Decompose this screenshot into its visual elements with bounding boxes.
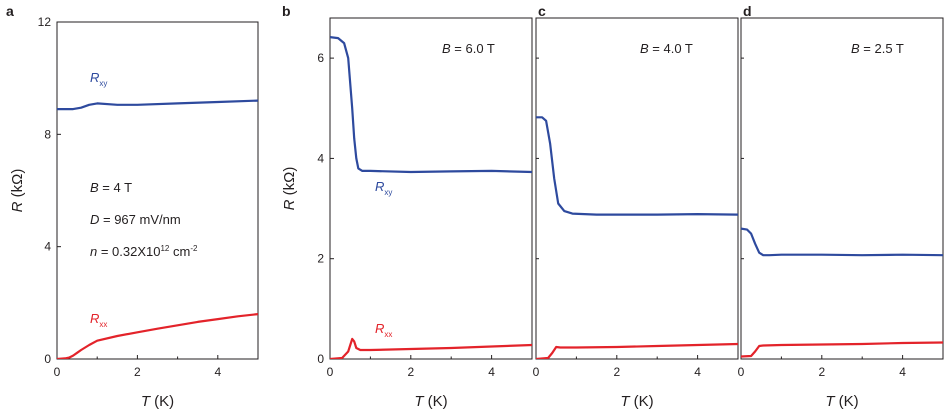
y-tick-label: 8	[44, 127, 51, 141]
y-tick-label: 0	[317, 352, 324, 366]
panel-label-d: d	[743, 3, 752, 19]
x-axis-label: T (K)	[825, 393, 858, 410]
y-axis-label: R (kΩ)	[281, 167, 298, 211]
series-line-rxx	[57, 313, 258, 359]
x-tick-label: 4	[694, 365, 701, 379]
panel-d: d 0 2 4 T (K) B = 2.5 T	[738, 3, 944, 410]
y-tick-label: 4	[317, 151, 324, 165]
x-tick-label: 2	[613, 365, 620, 379]
y-tick-label: 2	[317, 252, 324, 266]
annotation: B = 2.5 T	[851, 41, 904, 56]
panel-b: b 0 2 4 0 2 4 6 R (kΩ) T (K) Rxy Rxx B = 6.0 T	[281, 3, 533, 410]
x-axis-label: T (K)	[620, 393, 653, 410]
plot-frame	[56, 21, 259, 360]
x-tick-label: 2	[407, 365, 414, 379]
series-line-rxy	[536, 116, 738, 216]
annotation: n = 0.32X1012 cm-2	[90, 244, 198, 259]
plot-frame	[740, 17, 944, 360]
x-axis-label: T (K)	[141, 393, 174, 410]
series-label-rxy: Rxy	[375, 179, 392, 197]
panel-label-c: c	[538, 3, 546, 19]
series-line-rxx	[330, 337, 532, 359]
y-tick-label: 0	[44, 352, 51, 366]
annotation: B = 6.0 T	[442, 41, 495, 56]
plot-frame	[535, 17, 739, 360]
x-tick-label: 4	[899, 365, 906, 379]
series-line-rxx	[536, 342, 738, 359]
plot-frame	[329, 17, 533, 360]
annotation: B = 4.0 T	[640, 41, 693, 56]
y-tick-label: 6	[317, 51, 324, 65]
x-tick-label: 0	[327, 365, 334, 379]
x-tick-label: 0	[738, 365, 745, 379]
annotation: D = 967 mV/nm	[90, 212, 181, 227]
series-line-rxy	[741, 227, 943, 257]
x-tick-label: 4	[488, 365, 495, 379]
y-axis-label: R (kΩ)	[9, 169, 26, 213]
series-line-rxy	[57, 99, 258, 111]
panel-label-b: b	[282, 3, 291, 19]
panel-label-a: a	[6, 3, 14, 19]
panel-c: c 0 2 4 T (K) B = 4.0 T	[533, 3, 739, 410]
x-tick-label: 4	[214, 365, 221, 379]
x-tick-label: 2	[134, 365, 141, 379]
series-label-rxx: Rxx	[90, 311, 107, 329]
series-line-rxy	[330, 36, 532, 174]
panel-a: a 0 2 4 0 4 8 12 R (kΩ) T (K) Rxy Rxx B = 4 T D = 967…	[6, 3, 259, 410]
x-tick-label: 2	[818, 365, 825, 379]
x-tick-label: 0	[54, 365, 61, 379]
annotation: B = 4 T	[90, 180, 132, 195]
y-tick-label: 12	[38, 15, 52, 29]
series-label-rxx: Rxx	[375, 321, 392, 339]
y-tick-label: 4	[44, 240, 51, 254]
x-tick-label: 0	[533, 365, 540, 379]
series-line-rxx	[741, 341, 943, 358]
x-axis-label: T (K)	[414, 393, 447, 410]
series-label-rxy: Rxy	[90, 70, 107, 88]
